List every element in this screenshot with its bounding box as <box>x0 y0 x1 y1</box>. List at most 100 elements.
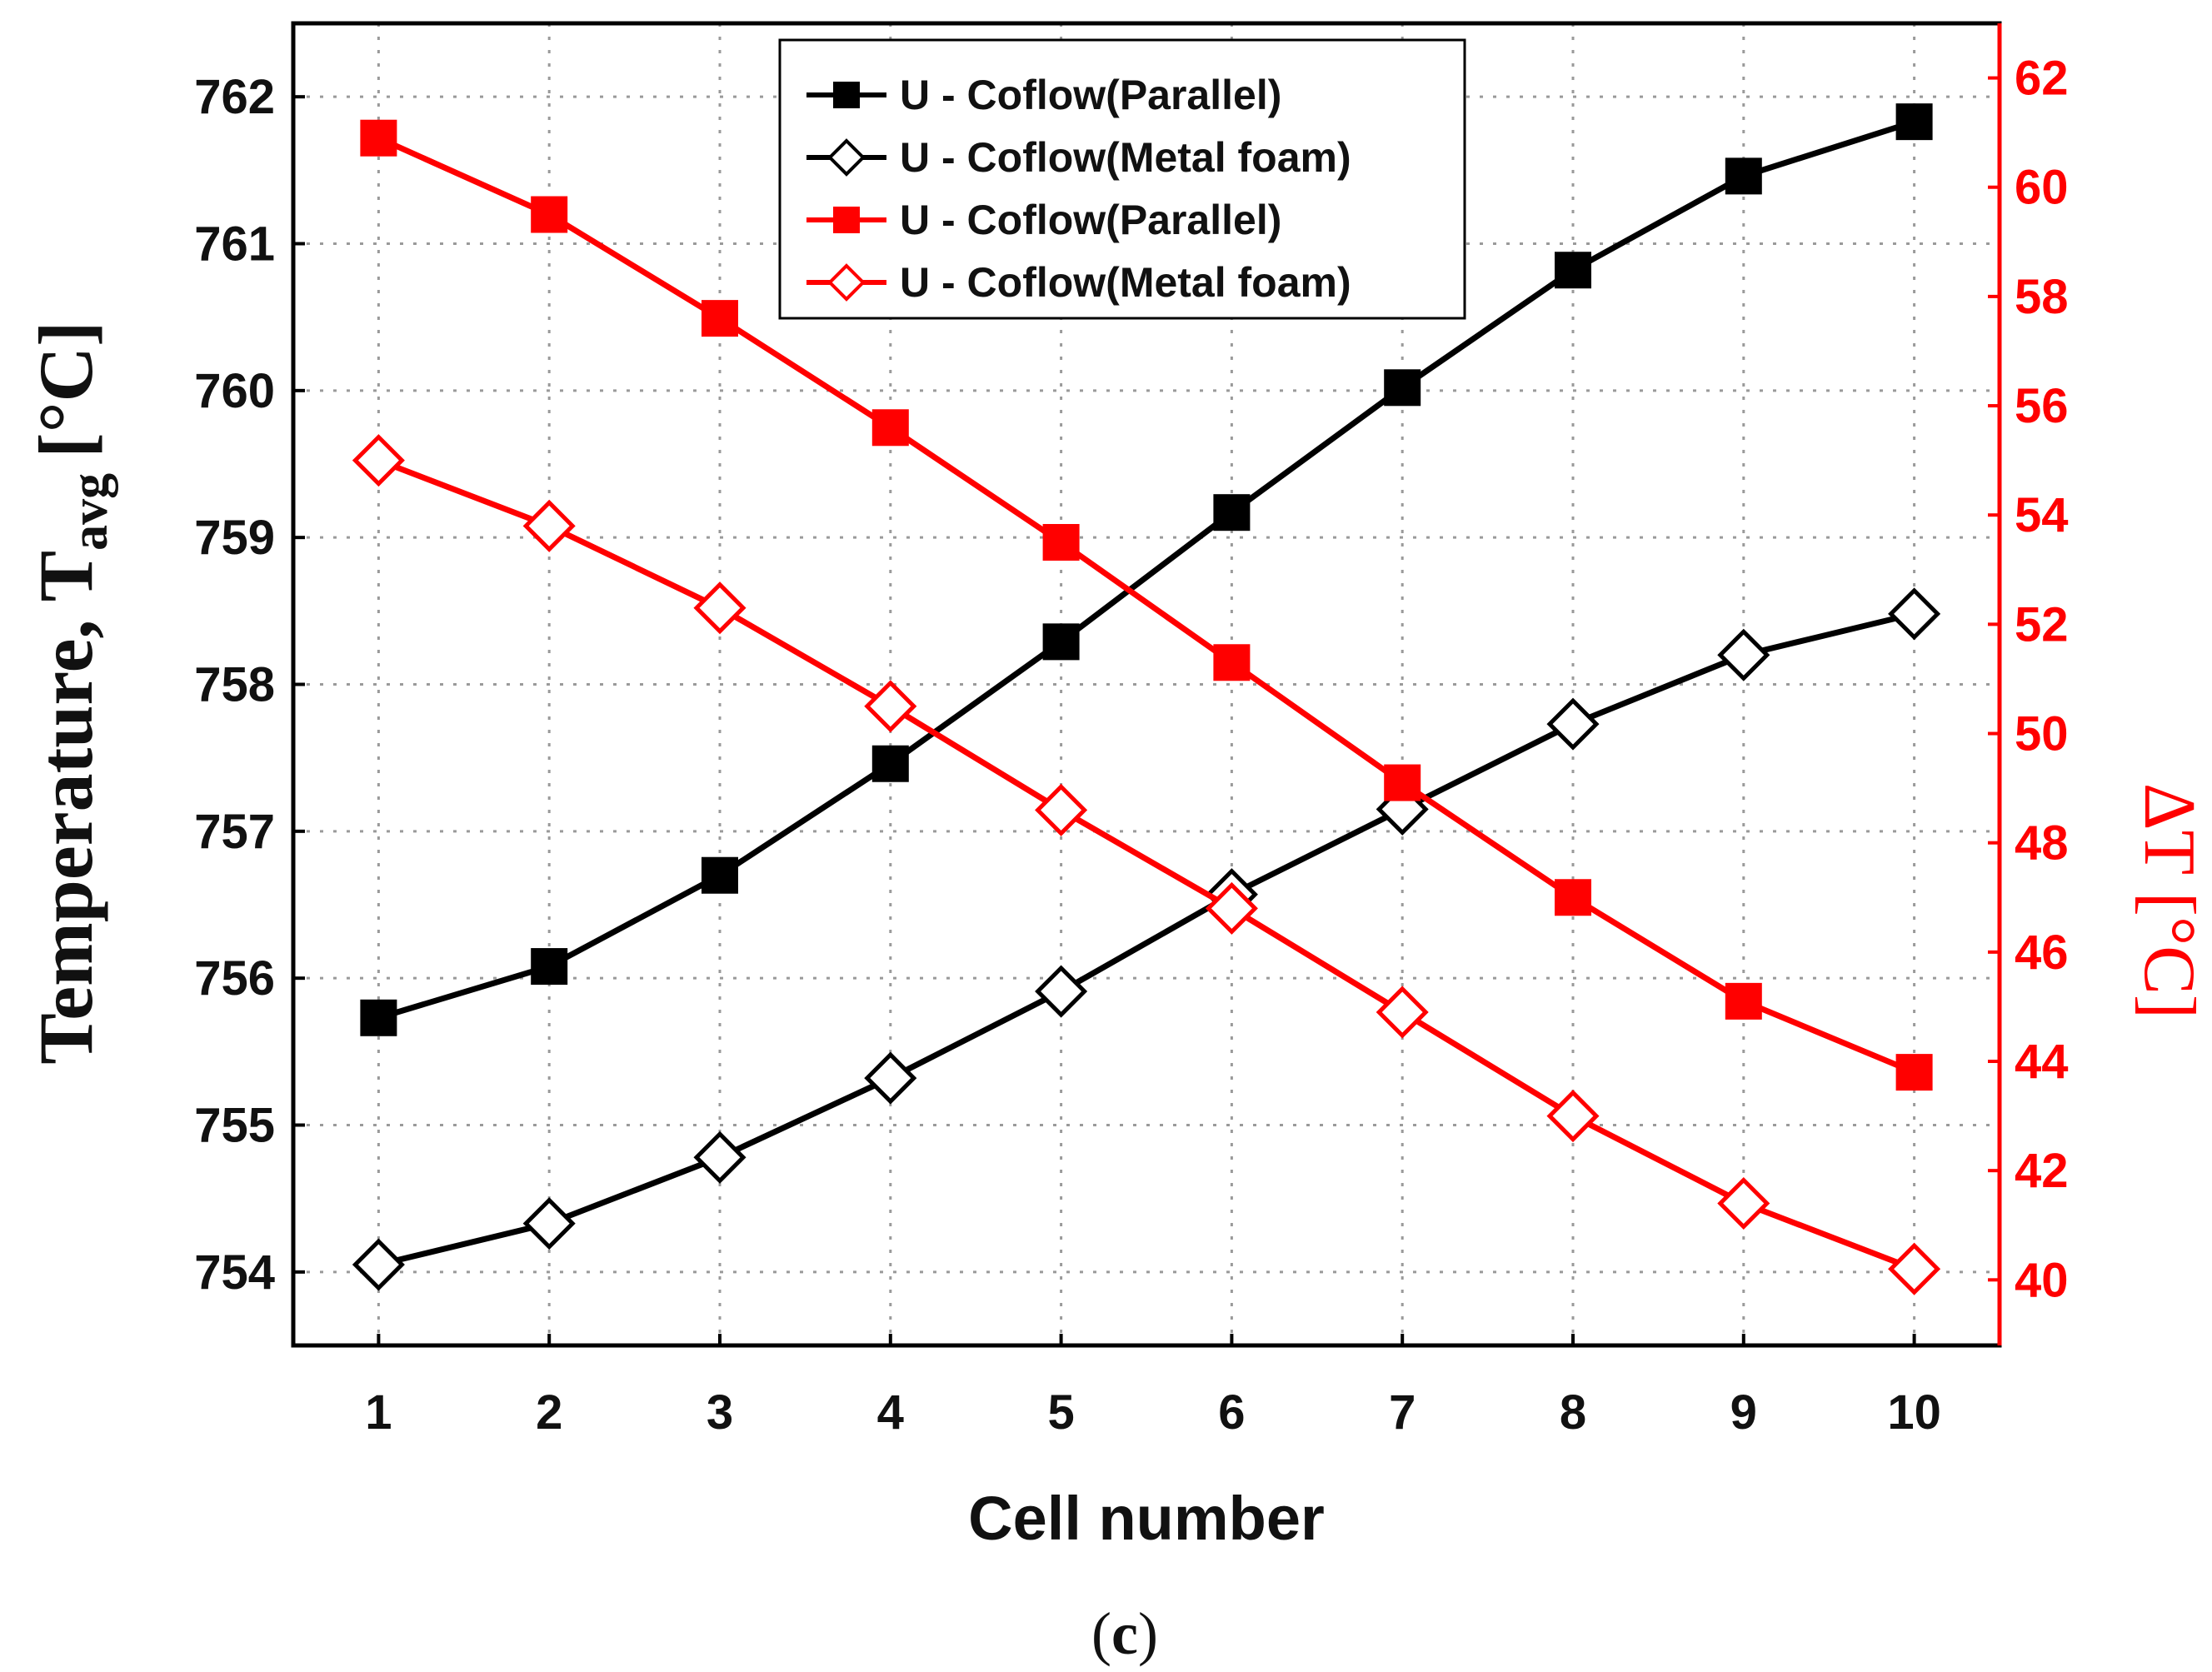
series-point <box>522 1197 576 1250</box>
series-point <box>864 680 917 733</box>
series-point <box>1546 697 1600 751</box>
legend-marker <box>833 207 860 233</box>
y-tick-label: 761 <box>194 217 275 272</box>
x-tick-label: 9 <box>1730 1385 1757 1440</box>
caption-close: ) <box>1138 1600 1158 1667</box>
y2-tick-label: 62 <box>2015 52 2069 106</box>
x-axis-label: Cell number <box>968 1484 1325 1553</box>
legend-label: U - Coflow(Metal foam) <box>900 134 1351 181</box>
y2-tick-label: 46 <box>2015 926 2069 980</box>
legend-label: U - Coflow(Parallel) <box>900 72 1281 118</box>
legend-entry: U - Coflow(Metal foam) <box>806 259 1351 306</box>
y-tick-label: 760 <box>194 364 275 418</box>
caption-letter: c <box>1111 1600 1138 1667</box>
y-tick-label: 757 <box>194 805 275 859</box>
y2-tick-label: 50 <box>2015 707 2069 761</box>
x-tick-label: 1 <box>365 1385 392 1440</box>
y-axis-label-subscript: avg <box>62 473 118 551</box>
ticks: 7547557567577587597607617624042444648505… <box>194 52 2068 1440</box>
series-point <box>871 745 909 782</box>
legend-marker <box>827 138 866 177</box>
series-point <box>864 1051 917 1105</box>
y-tick-label: 756 <box>194 951 275 1006</box>
legend-label: U - Coflow(Metal foam) <box>900 259 1351 306</box>
y2-tick-label: 56 <box>2015 379 2069 433</box>
series-point <box>1042 623 1080 661</box>
legend-entry: U - Coflow(Metal foam) <box>806 134 1351 181</box>
y-tick-label: 762 <box>194 70 275 124</box>
series-3 <box>360 119 1933 1091</box>
series-4 <box>352 434 1941 1295</box>
series-line <box>377 135 1915 1076</box>
y2-tick-label: 58 <box>2015 270 2069 324</box>
series-line <box>377 118 1915 1021</box>
series-point <box>1717 1176 1770 1230</box>
series-point <box>1546 1090 1600 1143</box>
x-tick-label: 2 <box>536 1385 562 1440</box>
y2-tick-label: 60 <box>2015 161 2069 215</box>
series-1 <box>360 103 1933 1036</box>
legend-box <box>778 38 1466 320</box>
figure-caption: (c) <box>1091 1600 1158 1667</box>
series-point <box>1895 1054 1933 1091</box>
series-point <box>1888 1242 1941 1295</box>
legend-marker <box>833 82 860 108</box>
x-tick-label: 5 <box>1047 1385 1074 1440</box>
series-point <box>1725 982 1762 1020</box>
series-point <box>1213 644 1251 681</box>
series-point <box>871 409 909 447</box>
x-tick-label: 3 <box>707 1385 733 1440</box>
series-point <box>702 856 738 894</box>
series-point <box>693 581 746 635</box>
y2-tick-label: 40 <box>2015 1253 2069 1307</box>
series-point <box>352 434 405 487</box>
series-point <box>1042 523 1080 561</box>
series-point <box>1384 369 1421 407</box>
series-point <box>1555 879 1591 916</box>
series-point <box>1555 252 1591 289</box>
series-line <box>377 611 1915 1268</box>
y-tick-label: 759 <box>194 511 275 565</box>
series-point <box>360 999 397 1036</box>
legend-label: U - Coflow(Parallel) <box>900 197 1281 243</box>
y2-axis-label: ΔT [°C] <box>2129 783 2210 1019</box>
y-axis-label-main: Temperature, T <box>23 551 108 1065</box>
x-tick-label: 6 <box>1218 1385 1245 1440</box>
legend: U - Coflow(Parallel) U - Coflow(Metal foa… <box>778 38 1466 320</box>
series-point <box>1725 157 1762 195</box>
series-point <box>1213 494 1251 532</box>
series-point <box>693 1130 746 1184</box>
y-axis-label: Temperature, Tavg [°C] <box>23 321 118 1064</box>
series-point <box>1888 587 1941 641</box>
series-point <box>360 119 397 157</box>
caption-open: ( <box>1091 1600 1111 1667</box>
legend-marker <box>827 263 866 302</box>
legend-entry: U - Coflow(Parallel) <box>806 197 1281 243</box>
y2-tick-label: 44 <box>2015 1035 2069 1089</box>
legend-entry: U - Coflow(Parallel) <box>806 72 1281 118</box>
series-point <box>1376 986 1429 1039</box>
y2-tick-label: 52 <box>2015 597 2069 651</box>
x-tick-label: 8 <box>1560 1385 1586 1440</box>
x-tick-label: 7 <box>1389 1385 1416 1440</box>
y2-tick-label: 48 <box>2015 816 2069 871</box>
series-point <box>531 196 568 233</box>
y-tick-label: 755 <box>194 1099 275 1153</box>
series-point <box>522 499 576 552</box>
y2-tick-label: 54 <box>2015 488 2069 542</box>
series-point <box>1035 783 1088 836</box>
y2-tick-label: 42 <box>2015 1144 2069 1198</box>
series-point <box>352 1238 405 1291</box>
y-tick-label: 754 <box>194 1245 275 1300</box>
series-point <box>1895 103 1933 141</box>
series-point <box>1384 764 1421 801</box>
series-point <box>1717 628 1770 681</box>
series-line <box>377 457 1915 1272</box>
series <box>352 103 1941 1295</box>
series-point <box>1035 965 1088 1018</box>
series-point <box>702 300 738 337</box>
series-point <box>1205 881 1258 935</box>
y-axis-label-unit: [°C] <box>23 321 108 458</box>
x-tick-label: 4 <box>877 1385 904 1440</box>
